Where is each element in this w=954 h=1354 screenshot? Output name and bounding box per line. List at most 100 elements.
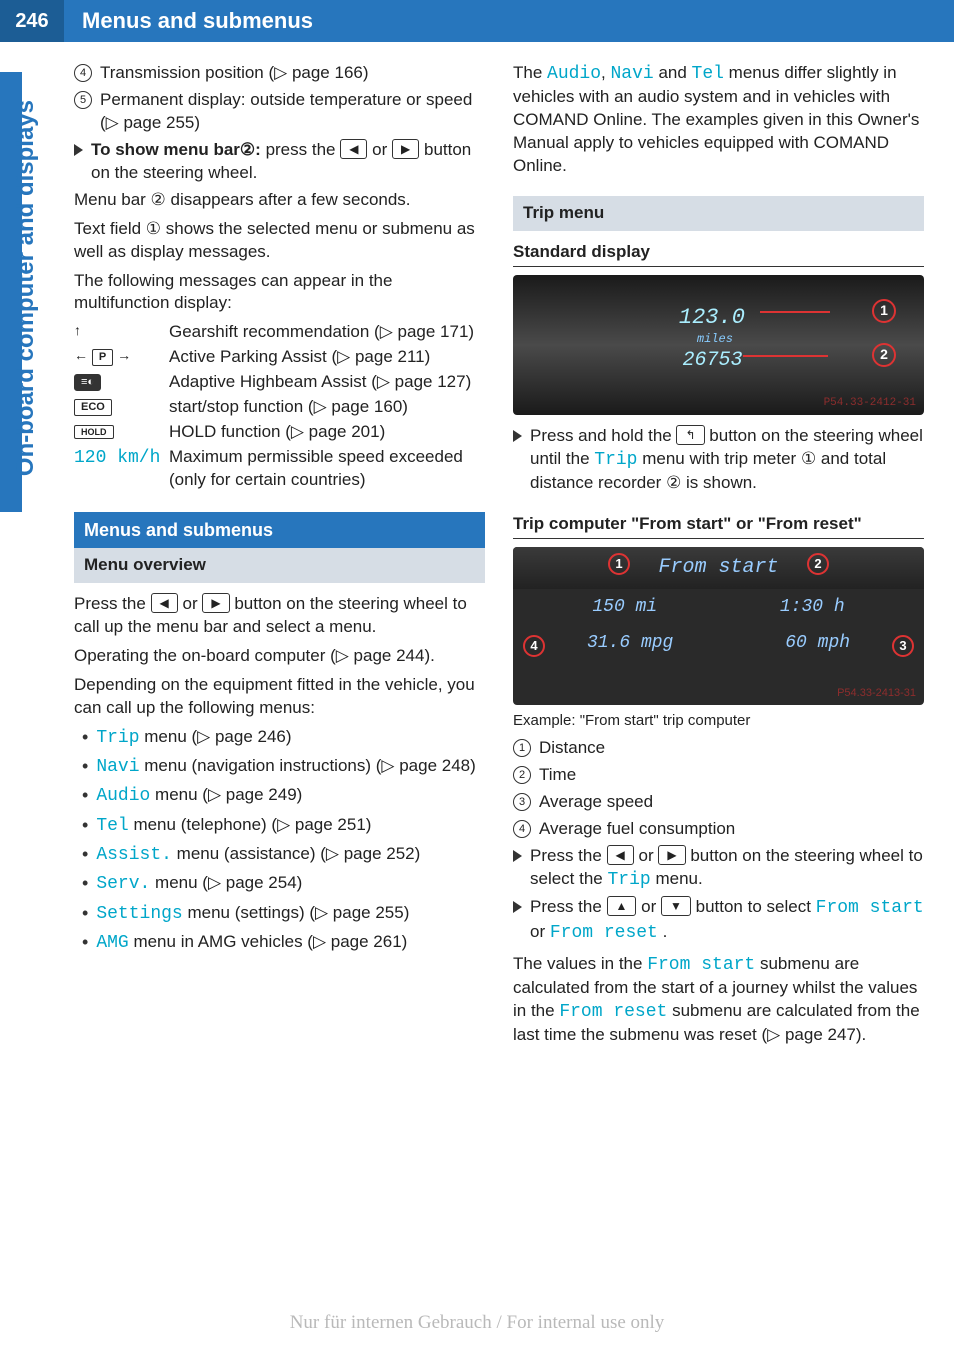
left-arrow-button-icon: ◀ <box>340 139 367 159</box>
triangle-icon <box>513 901 522 913</box>
depending-para: Depending on the equipment fitted in the… <box>74 674 485 720</box>
hold-text: HOLD function (▷ page 201) <box>169 421 385 444</box>
presshold-text: Press and hold the ↰ button on the steer… <box>530 425 924 495</box>
i2a: Press the <box>530 897 607 916</box>
d2-time: 1:30 h <box>780 595 845 619</box>
circle-3-icon: 3 <box>513 793 531 811</box>
row-gearshift: ↑ Gearshift recommendation (▷ page 171) <box>74 321 485 344</box>
navi-rest: menu (navigation instructions) (▷ page 2… <box>140 756 476 775</box>
i2b: button to select <box>696 897 816 916</box>
i2-fr: From reset <box>550 923 658 943</box>
down-arrow-button-icon: ▼ <box>661 896 691 916</box>
left-column: 4 Transmission position (▷ page 166) 5 P… <box>74 62 485 1053</box>
triangle-icon <box>513 430 522 442</box>
callout-3-icon: 3 <box>892 635 914 657</box>
row-hold: HOLD HOLD function (▷ page 201) <box>74 421 485 444</box>
hold-icon: HOLD <box>74 421 169 440</box>
right-column: The Audio, Navi and Tel menus differ sli… <box>513 62 924 1053</box>
legend-4-text: Average fuel consumption <box>539 818 735 841</box>
amg-rest: menu in AMG vehicles (▷ page 261) <box>129 932 408 951</box>
parking-icon: ← P → <box>74 346 169 366</box>
speed-text: Maximum permissible speed exceeded (only… <box>169 446 485 492</box>
show-menu-instruction: To show menu bar②: press the ◀ or ▶ butt… <box>74 139 485 185</box>
callout-2-icon: 2 <box>872 343 896 367</box>
fromstart-display-image: From start 150 mi 1:30 h 31.6 mpg 60 mph… <box>513 547 924 705</box>
eco-icon: ECO <box>74 396 169 416</box>
heading-menus-submenus: Menus and submenus <box>74 512 485 548</box>
triangle-icon <box>513 850 522 862</box>
trip-rest: menu (▷ page 246) <box>140 727 292 746</box>
top-c1: , <box>601 63 610 82</box>
legend-1: 1Distance <box>513 737 924 760</box>
ph1: Press and hold the <box>530 426 676 445</box>
legend-4: 4 Average fuel consumption <box>513 818 924 841</box>
item-5: 5 Permanent display: outside temperature… <box>74 89 485 135</box>
navi-code: Navi <box>96 757 139 777</box>
amg-code: AMG <box>96 933 128 953</box>
gearshift-text: Gearshift recommendation (▷ page 171) <box>169 321 474 344</box>
legend-3: 3Average speed <box>513 791 924 814</box>
i2-or: or <box>530 922 550 941</box>
show-menu-rest: press the <box>266 140 341 159</box>
circle-4-icon: 4 <box>513 820 531 838</box>
textfield-para: Text field ① shows the selected menu or … <box>74 218 485 264</box>
heading-trip-computer: Trip computer "From start" or "From rese… <box>513 513 924 539</box>
assist-rest: menu (assistance) (▷ page 252) <box>172 844 420 863</box>
values-para: The values in the From start submenu are… <box>513 953 924 1047</box>
parking-text: Active Parking Assist (▷ page 211) <box>169 346 430 369</box>
i1a: Press the <box>530 846 607 865</box>
row-parking: ← P → Active Parking Assist (▷ page 211) <box>74 346 485 369</box>
menubar-para: Menu bar ② disappears after a few second… <box>74 189 485 212</box>
left-arrow-button-icon: ◀ <box>151 593 178 613</box>
following-para: The following messages can appear in the… <box>74 270 485 316</box>
press-t1: Press the <box>74 594 151 613</box>
menu-assist: •Assist. menu (assistance) (▷ page 252) <box>82 843 485 867</box>
row-highbeam: ≡◐ Adaptive Highbeam Assist (▷ page 127) <box>74 371 485 394</box>
trip-code: Trip <box>96 728 139 748</box>
top-tel: Tel <box>692 64 724 84</box>
serv-rest: menu (▷ page 254) <box>150 873 302 892</box>
d2-header: From start <box>513 547 924 589</box>
row-eco: ECO start/stop function (▷ page 160) <box>74 396 485 419</box>
d2-caption: P54.33-2413-31 <box>837 686 916 701</box>
page-header: 246 Menus and submenus <box>0 0 954 42</box>
d1-caption: P54.33-2412-31 <box>824 396 916 411</box>
audio-code: Audio <box>96 786 150 806</box>
highbeam-icon: ≡◐ <box>74 371 169 391</box>
settings-code: Settings <box>96 904 182 924</box>
circle-2-icon: 2 <box>513 766 531 784</box>
row-speed: 120 km/h Maximum permissible speed excee… <box>74 446 485 492</box>
instruction-2: Press the ▲ or ▼ button to select From s… <box>513 896 924 945</box>
v-fs: From start <box>647 955 755 975</box>
assist-code: Assist. <box>96 845 172 865</box>
top-t1: The <box>513 63 547 82</box>
d2-dist: 150 mi <box>592 595 657 619</box>
show-menu-bold: To show menu bar②: <box>91 140 261 159</box>
i2c: . <box>663 922 668 941</box>
v-fr: From reset <box>559 1002 667 1022</box>
show-menu-text: To show menu bar②: press the ◀ or ▶ butt… <box>91 139 485 185</box>
inst2-text: Press the ▲ or ▼ button to select From s… <box>530 896 924 945</box>
top-audio: Audio <box>547 64 601 84</box>
item-4-text: Transmission position (▷ page 166) <box>100 62 369 85</box>
example-caption: Example: "From start" trip computer <box>513 711 924 731</box>
item-5-text: Permanent display: outside temperature o… <box>100 89 485 135</box>
menu-navi: •Navi menu (navigation instructions) (▷ … <box>82 755 485 779</box>
i1c: menu. <box>655 869 702 888</box>
gearshift-icon: ↑ <box>74 321 169 340</box>
circle-1-icon: 1 <box>513 739 531 757</box>
circle-5-icon: 5 <box>74 91 92 109</box>
tel-rest: menu (telephone) (▷ page 251) <box>129 815 372 834</box>
v1: The values in the <box>513 954 647 973</box>
circle-4-icon: 4 <box>74 64 92 82</box>
instruction-1: Press the ◀ or ▶ button on the steering … <box>513 845 924 892</box>
d1-value2: 26753 <box>682 347 742 374</box>
right-arrow-button-icon: ▶ <box>658 845 685 865</box>
i1-trip: Trip <box>608 870 651 890</box>
i2-fs: From start <box>816 898 924 918</box>
menu-trip: •Trip menu (▷ page 246) <box>82 726 485 750</box>
callout-4-icon: 4 <box>523 635 545 657</box>
callout-1-icon: 1 <box>872 299 896 323</box>
press-para: Press the ◀ or ▶ button on the steering … <box>74 593 485 639</box>
d1-value1: 123.0 <box>679 303 745 333</box>
